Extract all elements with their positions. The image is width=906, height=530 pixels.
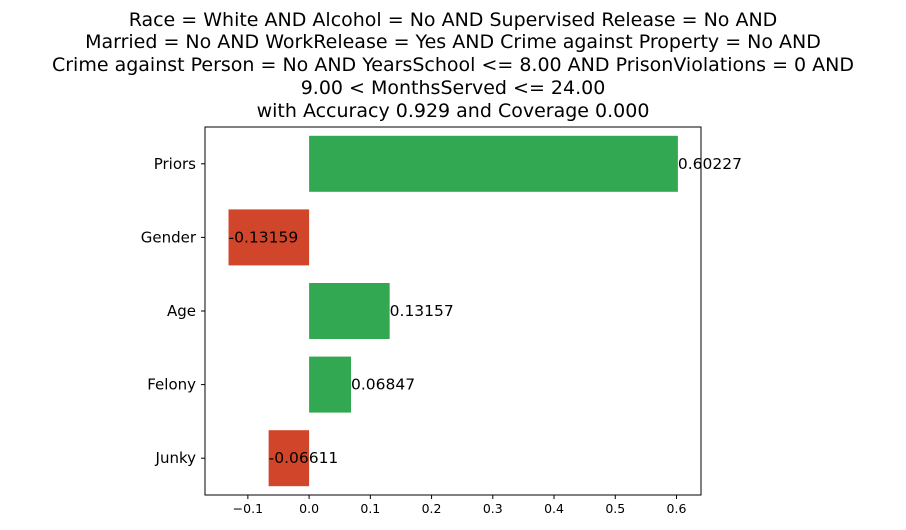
category-label-felony: Felony — [147, 376, 196, 394]
title-line-3: Crime against Person = No AND YearsSchoo… — [52, 54, 854, 76]
bar-age — [309, 283, 390, 339]
x-tick-label-0: −0.1 — [233, 501, 263, 516]
bar-felony — [309, 356, 352, 413]
x-tick-label-5: 0.4 — [544, 501, 564, 516]
value-label-felony: 0.06847 — [351, 376, 415, 394]
title-line-4: 9.00 < MonthsServed <= 24.00 — [301, 77, 606, 99]
y-axis: Priors Gender Age Felony Junky — [141, 155, 205, 467]
title-line-1: Race = White AND Alcohol = No AND Superv… — [129, 9, 778, 31]
value-label-junky: -0.06611 — [269, 449, 339, 467]
value-labels: 0.60227 -0.13159 0.13157 0.06847 -0.06611 — [229, 155, 742, 467]
bar-junky — [268, 430, 310, 487]
bar-priors — [309, 135, 678, 192]
x-tick-label-2: 0.1 — [360, 501, 380, 516]
x-tick-label-4: 0.3 — [483, 501, 503, 516]
x-axis: −0.1 0.0 0.1 0.2 0.3 0.4 0.5 0.6 — [233, 495, 687, 516]
category-label-junky: Junky — [155, 449, 197, 467]
x-tick-label-6: 0.5 — [605, 501, 625, 516]
bars — [228, 135, 678, 487]
category-label-gender: Gender — [141, 228, 197, 246]
x-tick-label-3: 0.2 — [422, 501, 442, 516]
category-label-age: Age — [167, 302, 196, 320]
title-line-5: with Accuracy 0.929 and Coverage 0.000 — [257, 100, 650, 122]
value-label-priors: 0.60227 — [678, 155, 742, 173]
category-label-priors: Priors — [154, 155, 196, 173]
title-line-2: Married = No AND WorkRelease = Yes AND C… — [85, 31, 821, 53]
chart-title: Race = White AND Alcohol = No AND Superv… — [52, 9, 854, 122]
bar-gender — [228, 209, 310, 266]
x-tick-label-1: 0.0 — [299, 501, 319, 516]
value-label-age: 0.13157 — [390, 302, 454, 320]
x-tick-label-7: 0.6 — [667, 501, 687, 516]
value-label-gender: -0.13159 — [229, 228, 299, 246]
